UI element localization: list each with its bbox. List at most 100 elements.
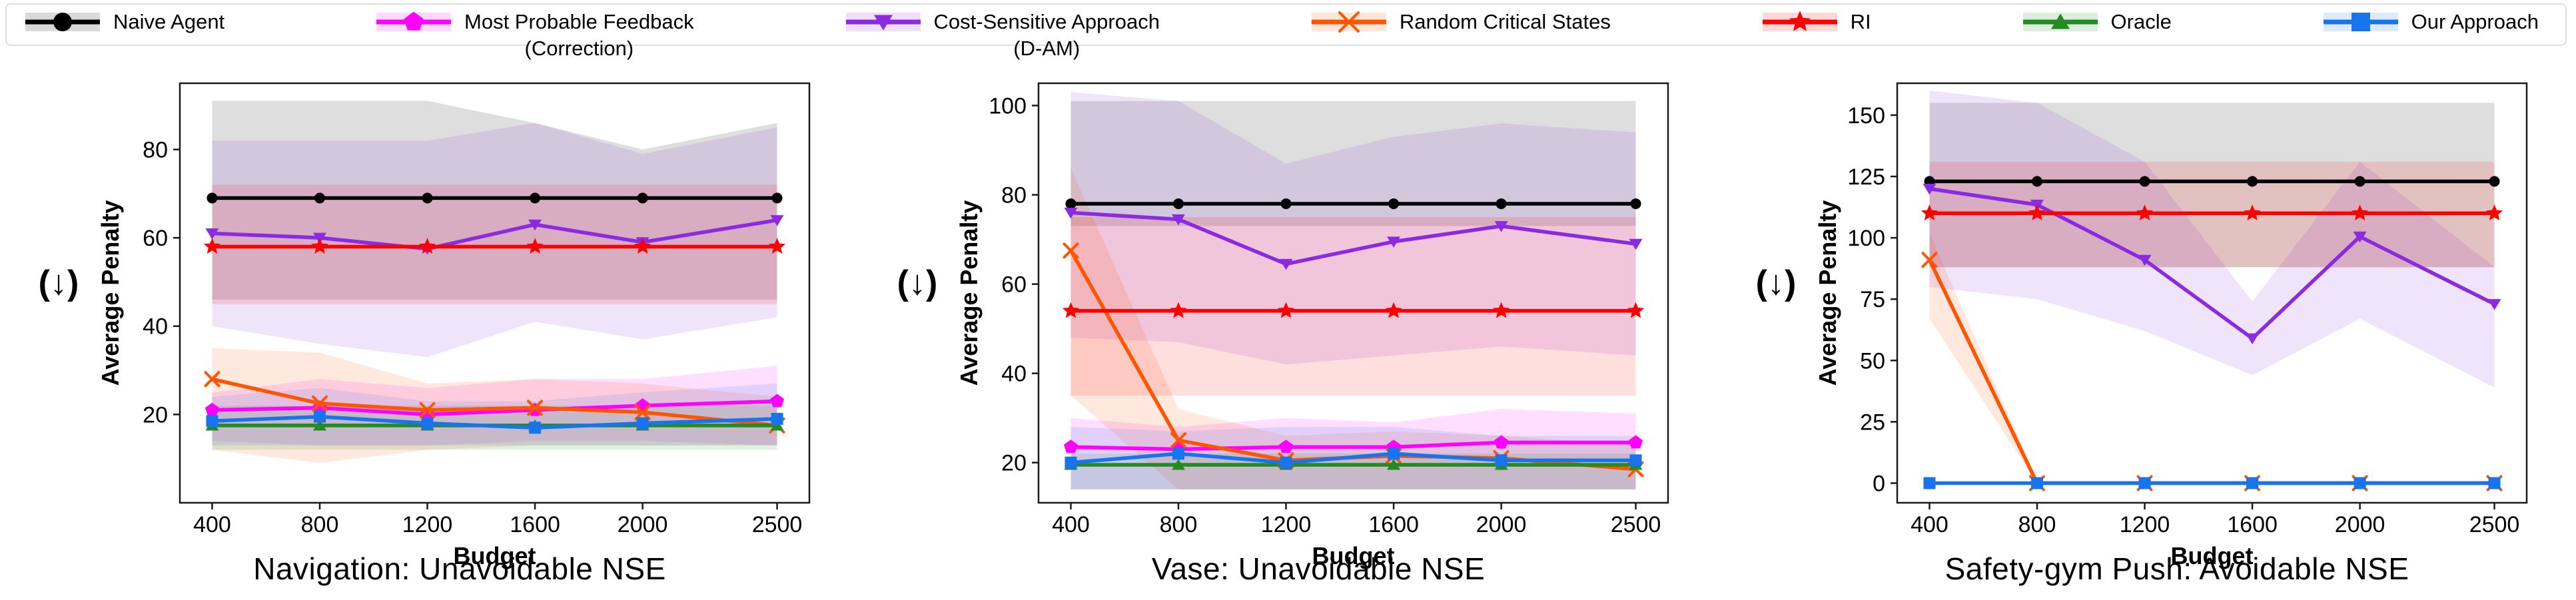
x-axis-label: Budget [2171, 542, 2254, 569]
pentagon-marker-icon [1494, 435, 1509, 449]
x-marker-icon [1170, 432, 1186, 449]
square-marker-icon [206, 415, 218, 428]
star-marker-icon [419, 238, 436, 254]
square-marker-icon [529, 422, 542, 434]
triangle-down-marker-icon [205, 228, 219, 240]
csa-line [210, 218, 779, 251]
y-tick-label: 40 [143, 314, 168, 340]
pentagon-marker-icon [1629, 435, 1643, 449]
panel-navigation: (↓) 400 800 1200 1600 2000 2500 20 40 60 80 Budget… [0, 50, 859, 600]
x-tick-label: 1200 [402, 512, 453, 537]
mpf-line [210, 399, 779, 417]
triangle-up-marker-icon [770, 419, 784, 431]
circle-marker-icon [771, 192, 783, 204]
legend-item-label: RI [1851, 6, 1871, 38]
chart-title-vase: Vase: Unavoidable NSE [1151, 551, 1486, 586]
x-tick-label: 2000 [618, 512, 668, 537]
star-legend-marker-icon [1762, 11, 1837, 31]
ri-band [1071, 217, 1636, 396]
y-tick-label: 80 [1001, 183, 1027, 208]
square-marker-icon [2488, 477, 2501, 489]
x-marker-icon [1063, 242, 1079, 259]
csa-band [1071, 92, 1636, 365]
circle-marker-icon [314, 192, 325, 204]
circle-marker-icon [2247, 176, 2258, 187]
square-marker-icon [2138, 477, 2151, 489]
legend-item-label: Random Critical States [1400, 6, 1611, 38]
rcs-band [1071, 168, 1636, 489]
x-legend-marker-icon [1311, 11, 1386, 33]
legend-label-line1: Cost-Sensitive Approach [933, 10, 1160, 33]
y-tick-label: 100 [1847, 226, 1885, 251]
circle-icon [53, 13, 72, 31]
y-tick-label: 100 [989, 94, 1027, 119]
y-tick-label: 40 [1001, 362, 1027, 387]
star-marker-icon [311, 238, 328, 254]
y-tick-label: 75 [1860, 287, 1885, 312]
x-tick-label: 800 [2018, 512, 2056, 537]
triangle-down-marker-icon [2353, 231, 2367, 243]
plot-border [1896, 82, 2528, 504]
y-tick-label: 125 [1847, 164, 1885, 190]
square-marker-icon [1923, 477, 1936, 489]
lower-is-better-indicator: (↓) [897, 264, 938, 302]
y-tick-label: 60 [143, 226, 168, 251]
triangle-up-legend-marker-icon [2022, 13, 2098, 31]
legend-item-ri: RI [1760, 6, 1871, 38]
legend-label-line1: RI [1850, 10, 1871, 33]
x-marker-icon [419, 402, 436, 418]
circle-marker-icon [1065, 198, 1076, 209]
chart-safety-gym: 400 800 1200 1600 2000 2500 0 25 50 75 100 125 150 Bu… [1814, 82, 2528, 569]
axes: 400 800 1200 1600 2000 2500 20 40 60 80 100 Budget A… [955, 82, 1669, 569]
ri-series [203, 238, 786, 254]
star-icon [1789, 11, 1811, 31]
our-series [1065, 448, 1642, 469]
square-legend-marker-icon [2323, 13, 2398, 31]
legend-item-label: Cost-Sensitive Approach (D-AM) [934, 6, 1160, 59]
triangle-down-marker-icon [2487, 299, 2501, 310]
square-marker-icon [1388, 448, 1400, 460]
triangle-up-icon [2050, 13, 2070, 29]
y-tick-label: 150 [1847, 103, 1885, 129]
square-marker-icon [1280, 456, 1292, 469]
circle-marker-icon [422, 192, 433, 204]
legend-label-line2: (Correction) [524, 37, 634, 60]
square-marker-icon [421, 417, 434, 430]
x-tick-label: 1600 [1368, 512, 1419, 537]
star-marker-icon [1385, 302, 1402, 318]
circle-marker-icon [2354, 176, 2365, 187]
square-marker-icon [2354, 477, 2366, 489]
naive-band [1071, 101, 1636, 226]
axes: 400 800 1200 1600 2000 2500 20 40 60 80 Budget Aver… [97, 82, 811, 569]
circle-marker-icon [2489, 176, 2500, 187]
chart-title-navigation: Navigation: Unavoidable NSE [253, 551, 666, 586]
pentagon-icon [404, 11, 424, 31]
our-band [212, 383, 777, 446]
y-tick-label: 0 [1873, 471, 1885, 497]
panel-vase: (↓) 400 800 1200 1600 2000 2500 20 40 60 80 100 Bud… [859, 50, 1717, 600]
triangle-up-marker-icon [1387, 459, 1401, 470]
triangle-down-icon [873, 15, 893, 31]
x-icon [1338, 11, 1360, 33]
triangle-down-legend-marker-icon [845, 13, 921, 31]
legend-item-label: Most Probable Feedback (Correction) [464, 6, 694, 59]
star-marker-icon [1170, 302, 1187, 318]
legend-item-mpf: Most Probable Feedback (Correction) [374, 6, 694, 59]
y-axis-label: Average Penalty [97, 200, 124, 386]
star-marker-icon [2028, 204, 2046, 220]
x-tick-label: 2000 [2335, 512, 2385, 537]
legend-item-csa: Cost-Sensitive Approach (D-AM) [843, 6, 1160, 59]
star-marker-icon [769, 238, 786, 254]
ri-band [212, 184, 777, 304]
lower-is-better-indicator: (↓) [38, 264, 79, 302]
triangle-up-marker-icon [313, 419, 326, 431]
rcs-band [212, 348, 777, 463]
csa-series [1064, 207, 1643, 270]
y-tick-label: 20 [143, 402, 168, 428]
circle-marker-icon [1173, 198, 1184, 209]
triangle-down-marker-icon [1064, 207, 1078, 219]
y-tick-label: 50 [1860, 348, 1885, 374]
star-marker-icon [2352, 204, 2369, 220]
csa-line [1927, 186, 2497, 340]
star-marker-icon [526, 238, 544, 254]
